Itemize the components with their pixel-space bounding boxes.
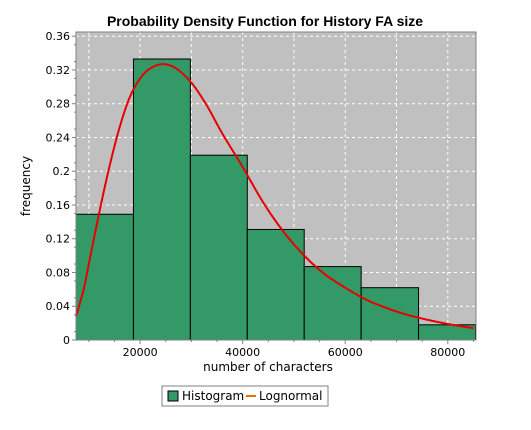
y-tick-label: 0.24 (46, 131, 71, 144)
y-tick-label: 0.2 (53, 165, 71, 178)
y-tick-label: 0.12 (46, 233, 71, 246)
histogram-bar (303, 266, 362, 341)
x-tick-label: 20000 (123, 346, 158, 359)
y-axis: 0 0.04 0.08 0.12 0.16 0.2 0.24 0.28 0.32 0.36 (46, 30, 76, 347)
legend-lognormal-label: Lognormal (259, 389, 322, 403)
histogram-bar (189, 154, 248, 341)
y-tick-label: 0.32 (46, 64, 71, 77)
x-axis: 20000 40000 60000 80000 (88, 340, 474, 359)
plot-border (75, 31, 477, 341)
x-tick-label: 80000 (430, 346, 465, 359)
legend-histogram-label: Histogram (182, 389, 244, 403)
x-tick-label: 40000 (225, 346, 260, 359)
histogram-bar (75, 213, 134, 341)
lognormal-curve (75, 63, 474, 330)
x-tick-label: 60000 (328, 346, 363, 359)
y-tick-label: 0.08 (46, 266, 71, 279)
y-axis-label: frequency (19, 156, 33, 216)
y-tick-label: 0.16 (46, 199, 71, 212)
y-tick-label: 0.36 (46, 30, 71, 43)
histogram-bar (246, 228, 305, 341)
y-tick-label: 0 (63, 334, 70, 347)
legend-histogram-swatch (167, 390, 179, 402)
histogram-bar (132, 58, 191, 341)
chart-title: Probability Density Function for History… (107, 13, 423, 29)
x-axis-label: number of characters (203, 360, 333, 374)
legend: Histogram Lognormal (161, 385, 329, 407)
legend-box (161, 385, 329, 407)
y-tick-label: 0.04 (46, 300, 71, 313)
histogram-bar (360, 287, 420, 341)
y-tick-label: 0.28 (46, 98, 71, 111)
